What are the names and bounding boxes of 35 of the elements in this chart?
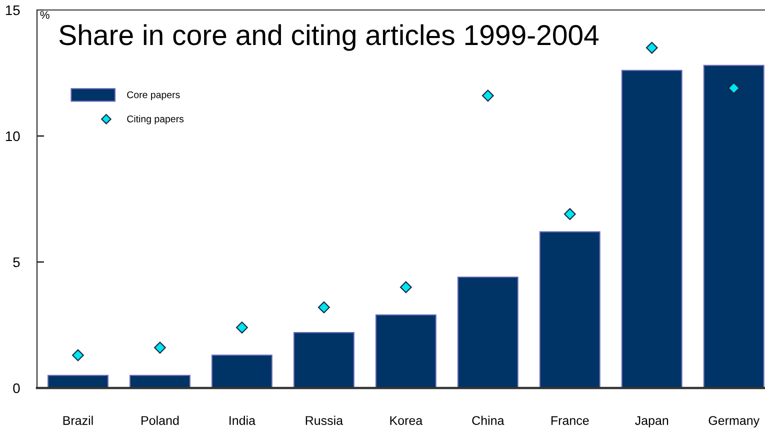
- x-tick-label: Japan: [635, 416, 668, 428]
- point: [318, 301, 330, 314]
- y-axis-title: %: [40, 11, 50, 19]
- point: [646, 42, 658, 54]
- x-tick-label: Poland: [142, 416, 179, 425]
- bar: [539, 231, 600, 388]
- y-tick-label: 0: [13, 383, 20, 394]
- bar: [457, 276, 518, 388]
- point: [236, 322, 248, 334]
- point: [72, 349, 84, 362]
- y-tick-label: 10: [6, 131, 20, 142]
- y-tick-label: 15: [6, 5, 20, 16]
- x-tick-label: Russia: [306, 416, 344, 425]
- bar: [293, 332, 354, 388]
- x-tick-label: Brazil: [63, 416, 93, 425]
- point: [154, 342, 166, 354]
- chart-title: Share in core and citing articles 1999-2004: [59, 24, 599, 51]
- bar: [621, 70, 682, 388]
- bar: [48, 374, 108, 388]
- point: [564, 208, 576, 220]
- point: [482, 90, 494, 102]
- x-tick-label: China: [472, 416, 504, 425]
- x-tick-label: India: [230, 416, 256, 425]
- y-tick-label: 5: [13, 257, 20, 268]
- x-tick-label: Korea: [390, 416, 423, 425]
- point: [400, 281, 412, 294]
- bar: [703, 64, 764, 388]
- legend-label: Citing papers: [127, 115, 184, 124]
- bar: [129, 374, 190, 388]
- bar: [211, 354, 272, 388]
- bar: [375, 314, 436, 388]
- legend-label: Core papers: [127, 91, 180, 100]
- x-tick-label: France: [551, 416, 589, 425]
- x-tick-label: Germany: [708, 416, 760, 428]
- point: [728, 82, 740, 94]
